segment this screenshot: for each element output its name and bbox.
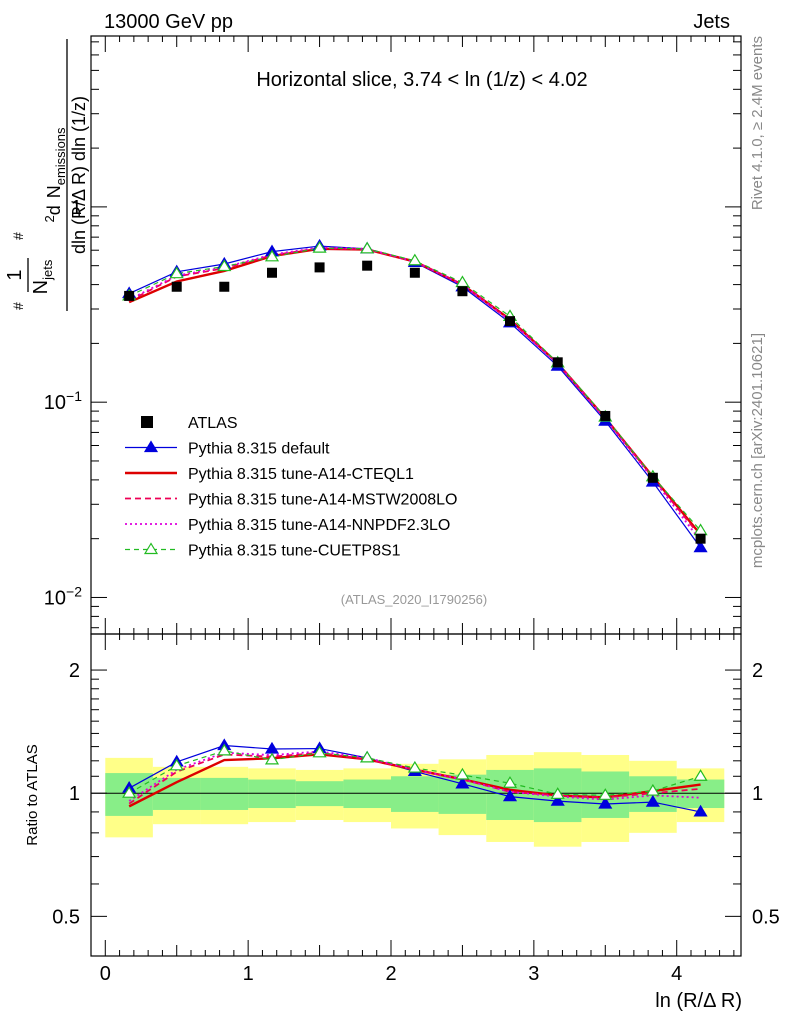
energy-label: 13000 GeV pp: [104, 11, 233, 33]
legend-label-0: Pythia 8.315 default: [188, 441, 330, 458]
data-point: [552, 357, 563, 368]
legend-label-2: Pythia 8.315 tune-A14-MSTW2008LO: [188, 492, 457, 509]
data-point: [171, 281, 182, 292]
svg-text:dln (R/Δ R) dln (1/z): dln (R/Δ R) dln (1/z): [69, 96, 89, 254]
ratio-tick-label-left: 0.5: [52, 906, 80, 928]
data-point: [505, 316, 515, 327]
series-point-4: [360, 241, 375, 254]
ratio-point-4: [122, 786, 137, 798]
main-y-axis-label: 2d Nemissions dln (R/Δ R) dln (1/z) 1 Nj…: [4, 39, 89, 311]
ratio-point-4: [550, 787, 565, 799]
series-point-4: [407, 253, 422, 266]
data-point: [124, 290, 135, 301]
legend-marker-atlas: [141, 416, 153, 428]
x-tick-label: 2: [385, 963, 396, 985]
series-point-4: [217, 259, 232, 272]
y-tick-label-main: 10−1: [44, 388, 82, 414]
ratio-point-0: [693, 804, 708, 817]
legend-marker-4: [143, 542, 159, 555]
data-point: [647, 472, 658, 483]
series-point-4: [169, 266, 184, 279]
ratio-point-4: [169, 758, 184, 771]
ratio-point-0: [645, 794, 660, 807]
legend-label-1: Pythia 8.315 tune-A14-CTEQL1: [188, 466, 414, 483]
ratio-tick-label-left: 1: [69, 783, 80, 805]
ratio-point-4: [312, 745, 327, 758]
ratio-tick-label-right: 0.5: [752, 906, 780, 928]
ratio-point-4: [598, 788, 613, 800]
svg-text:#: #: [10, 232, 26, 240]
ratio-point-0: [455, 776, 470, 789]
x-axis-label: ln (R/Δ R): [655, 990, 742, 1012]
ratio-y-axis-label: Ratio to ATLAS: [24, 744, 41, 845]
ratio-band-inner: [248, 779, 296, 809]
series-point-4: [312, 240, 327, 253]
ratio-point-4: [645, 783, 660, 796]
data-point: [409, 267, 420, 278]
data-point: [267, 267, 277, 278]
mcplots-label: mcplots.cern.ch [arXiv:2401.10621]: [749, 333, 766, 568]
ratio-tick-label-right: 1: [752, 783, 763, 805]
category-label: Jets: [693, 11, 730, 33]
legend-label-3: Pythia 8.315 tune-A14-NNPDF2.3LO: [188, 517, 450, 534]
ratio-band-inner: [200, 777, 249, 810]
svg-text:1: 1: [4, 269, 26, 280]
ratio-point-4: [502, 776, 518, 788]
series-line-4: [128, 247, 702, 531]
ratio-tick-label-right: 2: [752, 660, 763, 682]
ratio-point-4: [455, 767, 470, 780]
ratio-point-0: [598, 796, 613, 809]
ratio-tick-label-left: 2: [69, 660, 80, 682]
ratio-point-0: [264, 741, 280, 754]
legend-marker-0: [143, 440, 159, 453]
data-point: [695, 533, 706, 544]
y-tick-label-main: 1: [71, 197, 82, 219]
data-point: [219, 281, 230, 292]
ratio-plot-frame: [90, 633, 742, 957]
data-point: [457, 286, 468, 297]
y-tick-label-main: 10−2: [44, 583, 82, 609]
data-point: [314, 262, 325, 273]
series-point-4: [264, 249, 280, 262]
analysis-id-label: (ATLAS_2020_I1790256): [341, 592, 487, 607]
legend-label-atlas: ATLAS: [188, 415, 238, 432]
series-point-0: [693, 540, 708, 553]
ratio-band-inner: [676, 779, 725, 809]
data-point: [600, 410, 611, 421]
x-tick-label: 4: [671, 963, 682, 985]
ratio-band-inner: [343, 779, 391, 809]
x-tick-label: 0: [100, 963, 111, 985]
ratio-point-0: [550, 793, 565, 806]
chart-title: Horizontal slice, 3.74 < ln (1/z) < 4.02: [256, 69, 587, 91]
ratio-point-0: [502, 789, 518, 802]
ratio-point-4: [693, 769, 708, 781]
ratio-band-inner: [391, 776, 439, 812]
svg-text:2d Nemissions: 2d Nemissions: [42, 127, 68, 223]
legend-label-4: Pythia 8.315 tune-CUETP8S1: [188, 543, 401, 560]
ratio-point-4: [217, 743, 232, 756]
svg-text:#: #: [10, 302, 26, 310]
ratio-point-4: [407, 760, 422, 773]
ratio-point-4: [264, 752, 280, 765]
ratio-point-4: [360, 750, 375, 763]
x-tick-label: 3: [528, 963, 539, 985]
svg-text:Njets: Njets: [30, 259, 55, 294]
x-tick-label: 1: [243, 963, 254, 985]
data-point: [362, 260, 373, 271]
rivet-label: Rivet 4.1.0, ≥ 2.4M events: [749, 36, 766, 210]
